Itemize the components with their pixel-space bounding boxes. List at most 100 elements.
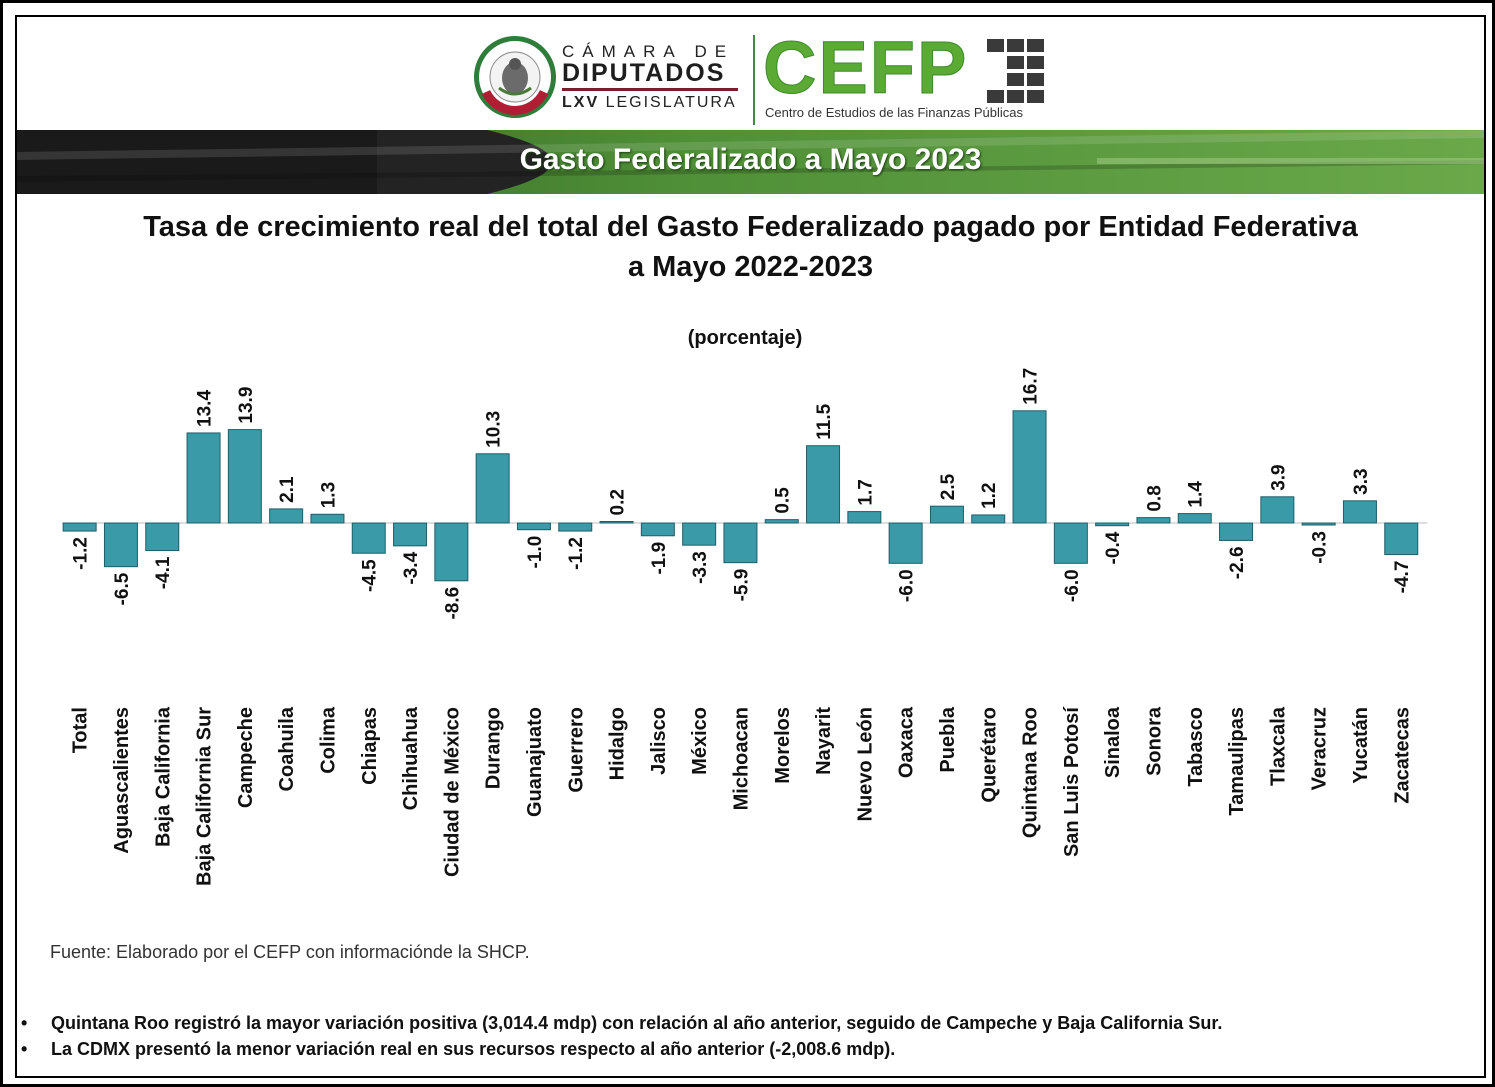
category-label-veracruz: Veracruz [1309,707,1331,790]
category-label-guerrero: Guerrero [565,707,587,793]
category-label-jalisco: Jalisco [648,707,670,775]
value-label-morelos: 0.5 [773,487,794,514]
bar-baja-california [145,522,180,552]
value-label-michoacan: -5.9 [731,569,752,602]
value-label-baja-california-sur: 13.4 [195,390,216,427]
bar-chart: -1.2 Total -6.5 Aguascalientes -4.1 Baja Cali… [62,368,1427,886]
category-label-tlaxcala: Tlaxcala [1267,706,1289,786]
chart-subtitle: (porcentaje) [687,327,803,349]
bar-coahuila [269,508,304,524]
value-label-chiapas: -4.5 [360,559,381,592]
value-label-tlaxcala: 3.9 [1268,464,1289,490]
bar-nayarit [806,445,841,524]
value-label-zacatecas: -4.7 [1392,561,1413,594]
category-label-aguascalientes: Aguascalientes [111,707,133,854]
value-label-mexico: -3.3 [690,551,711,584]
legislature-label: LEGISLATURA [599,94,737,111]
mexican-coat-of-arms-icon [474,36,556,118]
value-label-oaxaca: -6.0 [897,569,918,602]
bar-quintana-roo [1012,410,1047,524]
chamber-rule [562,88,738,91]
category-label-chiapas: Chiapas [359,707,381,785]
bar-queretaro [971,514,1006,524]
bar-aguascalientes [103,522,138,568]
bar-total [62,522,97,532]
category-label-michoacan: Michoacan [730,707,752,810]
value-label-ciudad-de-mexico: -8.6 [442,587,463,620]
category-label-quintana-roo: Quintana Roo [1020,707,1042,838]
category-label-san-luis-potosi: San Luis Potosí [1061,706,1083,857]
value-label-nayarit: 11.5 [814,403,835,439]
cefp-logo: CEFP [762,26,969,110]
category-label-tamaulipas: Tamaulipas [1226,707,1248,816]
value-label-campeche: 13.9 [236,387,257,424]
chamber-line-2: DIPUTADOS [562,59,726,87]
category-label-queretaro: Querétaro [978,707,1000,803]
chart-title-line-1: Tasa de crecimiento real del total del G… [143,211,1358,243]
category-label-coahuila: Coahuila [276,706,298,791]
category-label-guanajuato: Guanajuato [524,707,546,817]
bar-jalisco [640,522,675,537]
chart-title-line-2: a Mayo 2022-2023 [627,251,874,283]
category-label-zacatecas: Zacatecas [1391,707,1413,804]
value-label-tamaulipas: -2.6 [1227,546,1248,579]
category-label-puebla: Puebla [937,706,959,772]
category-label-durango: Durango [483,707,505,789]
note-text: La CDMX presentó la menor variación real… [51,1039,896,1059]
bullet-icon: • [21,1013,28,1033]
bar-chiapas [351,522,386,554]
value-label-hidalgo: 0.2 [608,489,629,515]
logo-separator [753,35,755,125]
value-label-guerrero: -1.2 [566,537,587,570]
chamber-line-1: CÁMARA DE [562,42,735,61]
chamber-line-3: LXV LEGISLATURA [562,94,752,112]
bar-michoacan [723,522,758,564]
note-text: Quintana Roo registró la mayor variación… [51,1013,1223,1033]
category-label-sonora: Sonora [1143,706,1165,776]
value-label-nuevo-leon: 1.7 [855,479,876,505]
value-label-queretaro: 1.2 [979,483,1000,509]
bar-mexico [682,522,717,546]
bar-durango [475,453,510,524]
category-label-nayarit: Nayarit [813,707,835,775]
category-label-morelos: Morelos [772,707,794,784]
value-label-puebla: 2.5 [938,473,959,500]
bar-puebla [929,505,964,524]
category-label-hidalgo: Hidalgo [607,707,629,780]
bullet-icon: • [21,1039,28,1059]
category-label-campeche: Campeche [235,707,257,808]
bar-zacatecas [1384,522,1419,556]
value-label-quintana-roo: 16.7 [1021,368,1042,405]
notes-list: • Quintana Roo registró la mayor variació… [21,1010,1222,1062]
bar-tabasco [1177,513,1212,524]
category-label-sinaloa: Sinaloa [1102,706,1124,778]
value-label-sinaloa: -0.4 [1103,531,1124,564]
bar-chihuahua [393,522,428,547]
bar-campeche [227,429,262,524]
inner-frame: CÁMARA DE DIPUTADOS LXV LEGISLATURA CEFP… [15,15,1486,1078]
title-banner [17,130,1484,194]
source-note: Fuente: Elaborado por el CEFP con inform… [50,942,530,962]
chamber-logo-text: CÁMARA DE DIPUTADOS LXV LEGISLATURA [562,43,752,112]
category-label-baja-california: Baja California [152,706,174,847]
value-label-chihuahua: -3.4 [401,551,422,584]
value-label-veracruz: -0.3 [1310,531,1331,564]
bar-san-luis-potosi [1053,522,1088,564]
bar-baja-california-sur [186,432,221,524]
category-label-baja-california-sur: Baja California Sur [194,707,216,886]
category-label-tabasco: Tabasco [1185,707,1207,787]
value-label-colima: 1.3 [318,482,339,508]
category-label-yucatan: Yucatán [1350,707,1372,784]
bar-morelos [764,519,799,524]
value-label-total: -1.2 [71,537,92,570]
bar-nuevo-leon [847,511,882,524]
bar-yucatan [1342,500,1377,524]
bar-sonora [1136,517,1171,524]
category-label-oaxaca: Oaxaca [896,706,918,778]
value-label-san-luis-potosi: -6.0 [1062,569,1083,602]
value-label-tabasco: 1.4 [1186,481,1207,508]
bar-tlaxcala [1260,496,1295,524]
value-label-jalisco: -1.9 [649,542,670,575]
bar-tamaulipas [1219,522,1254,541]
bar-guanajuato [516,522,551,531]
